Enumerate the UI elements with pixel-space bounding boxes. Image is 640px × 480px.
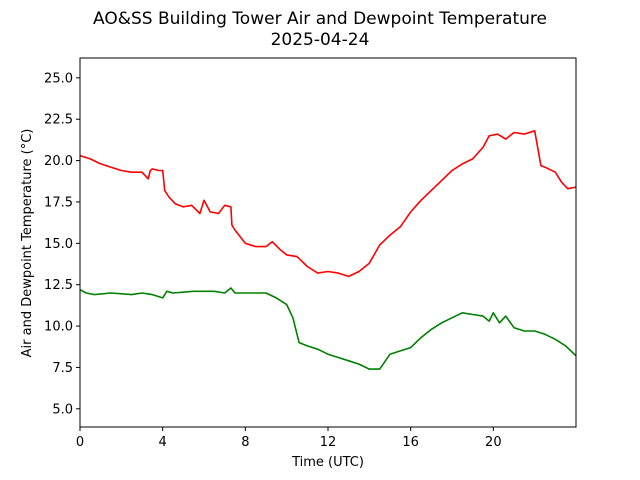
plot-area-frame xyxy=(79,57,577,428)
x-tick-label: 20 xyxy=(485,435,502,450)
y-tick-label: 25.0 xyxy=(44,71,73,86)
y-tick-label: 17.5 xyxy=(44,195,73,210)
x-tick-label: 12 xyxy=(320,435,337,450)
series-line-2 xyxy=(79,287,577,370)
x-tick-label: 4 xyxy=(159,435,167,450)
y-tick-label: 7.5 xyxy=(52,361,73,376)
y-tick-label: 22.5 xyxy=(44,113,73,128)
y-tick-label: 12.5 xyxy=(44,278,73,293)
y-axis: 5.0 7.5 10.0 12.5 15.0 17.5 20.0 22.5 25.0 xyxy=(44,71,80,417)
x-axis: 0 4 8 12 16 20 xyxy=(76,427,502,450)
series-layer xyxy=(79,130,577,370)
chart-title: AO&SS Building Tower Air and Dewpoint Te… xyxy=(93,9,547,29)
y-tick-label: 10.0 xyxy=(44,320,73,335)
series-line-1 xyxy=(79,130,577,278)
y-axis-label: Air and Dewpoint Temperature (°C) xyxy=(20,129,35,358)
x-axis-label: Time (UTC) xyxy=(291,455,364,470)
y-tick-label: 20.0 xyxy=(44,154,73,169)
x-tick-label: 16 xyxy=(402,435,419,450)
x-tick-label: 8 xyxy=(241,435,249,450)
y-tick-label: 5.0 xyxy=(52,402,73,417)
x-tick-label: 0 xyxy=(76,435,84,450)
y-tick-label: 15.0 xyxy=(44,237,73,252)
chart-subtitle: 2025-04-24 xyxy=(271,30,370,50)
